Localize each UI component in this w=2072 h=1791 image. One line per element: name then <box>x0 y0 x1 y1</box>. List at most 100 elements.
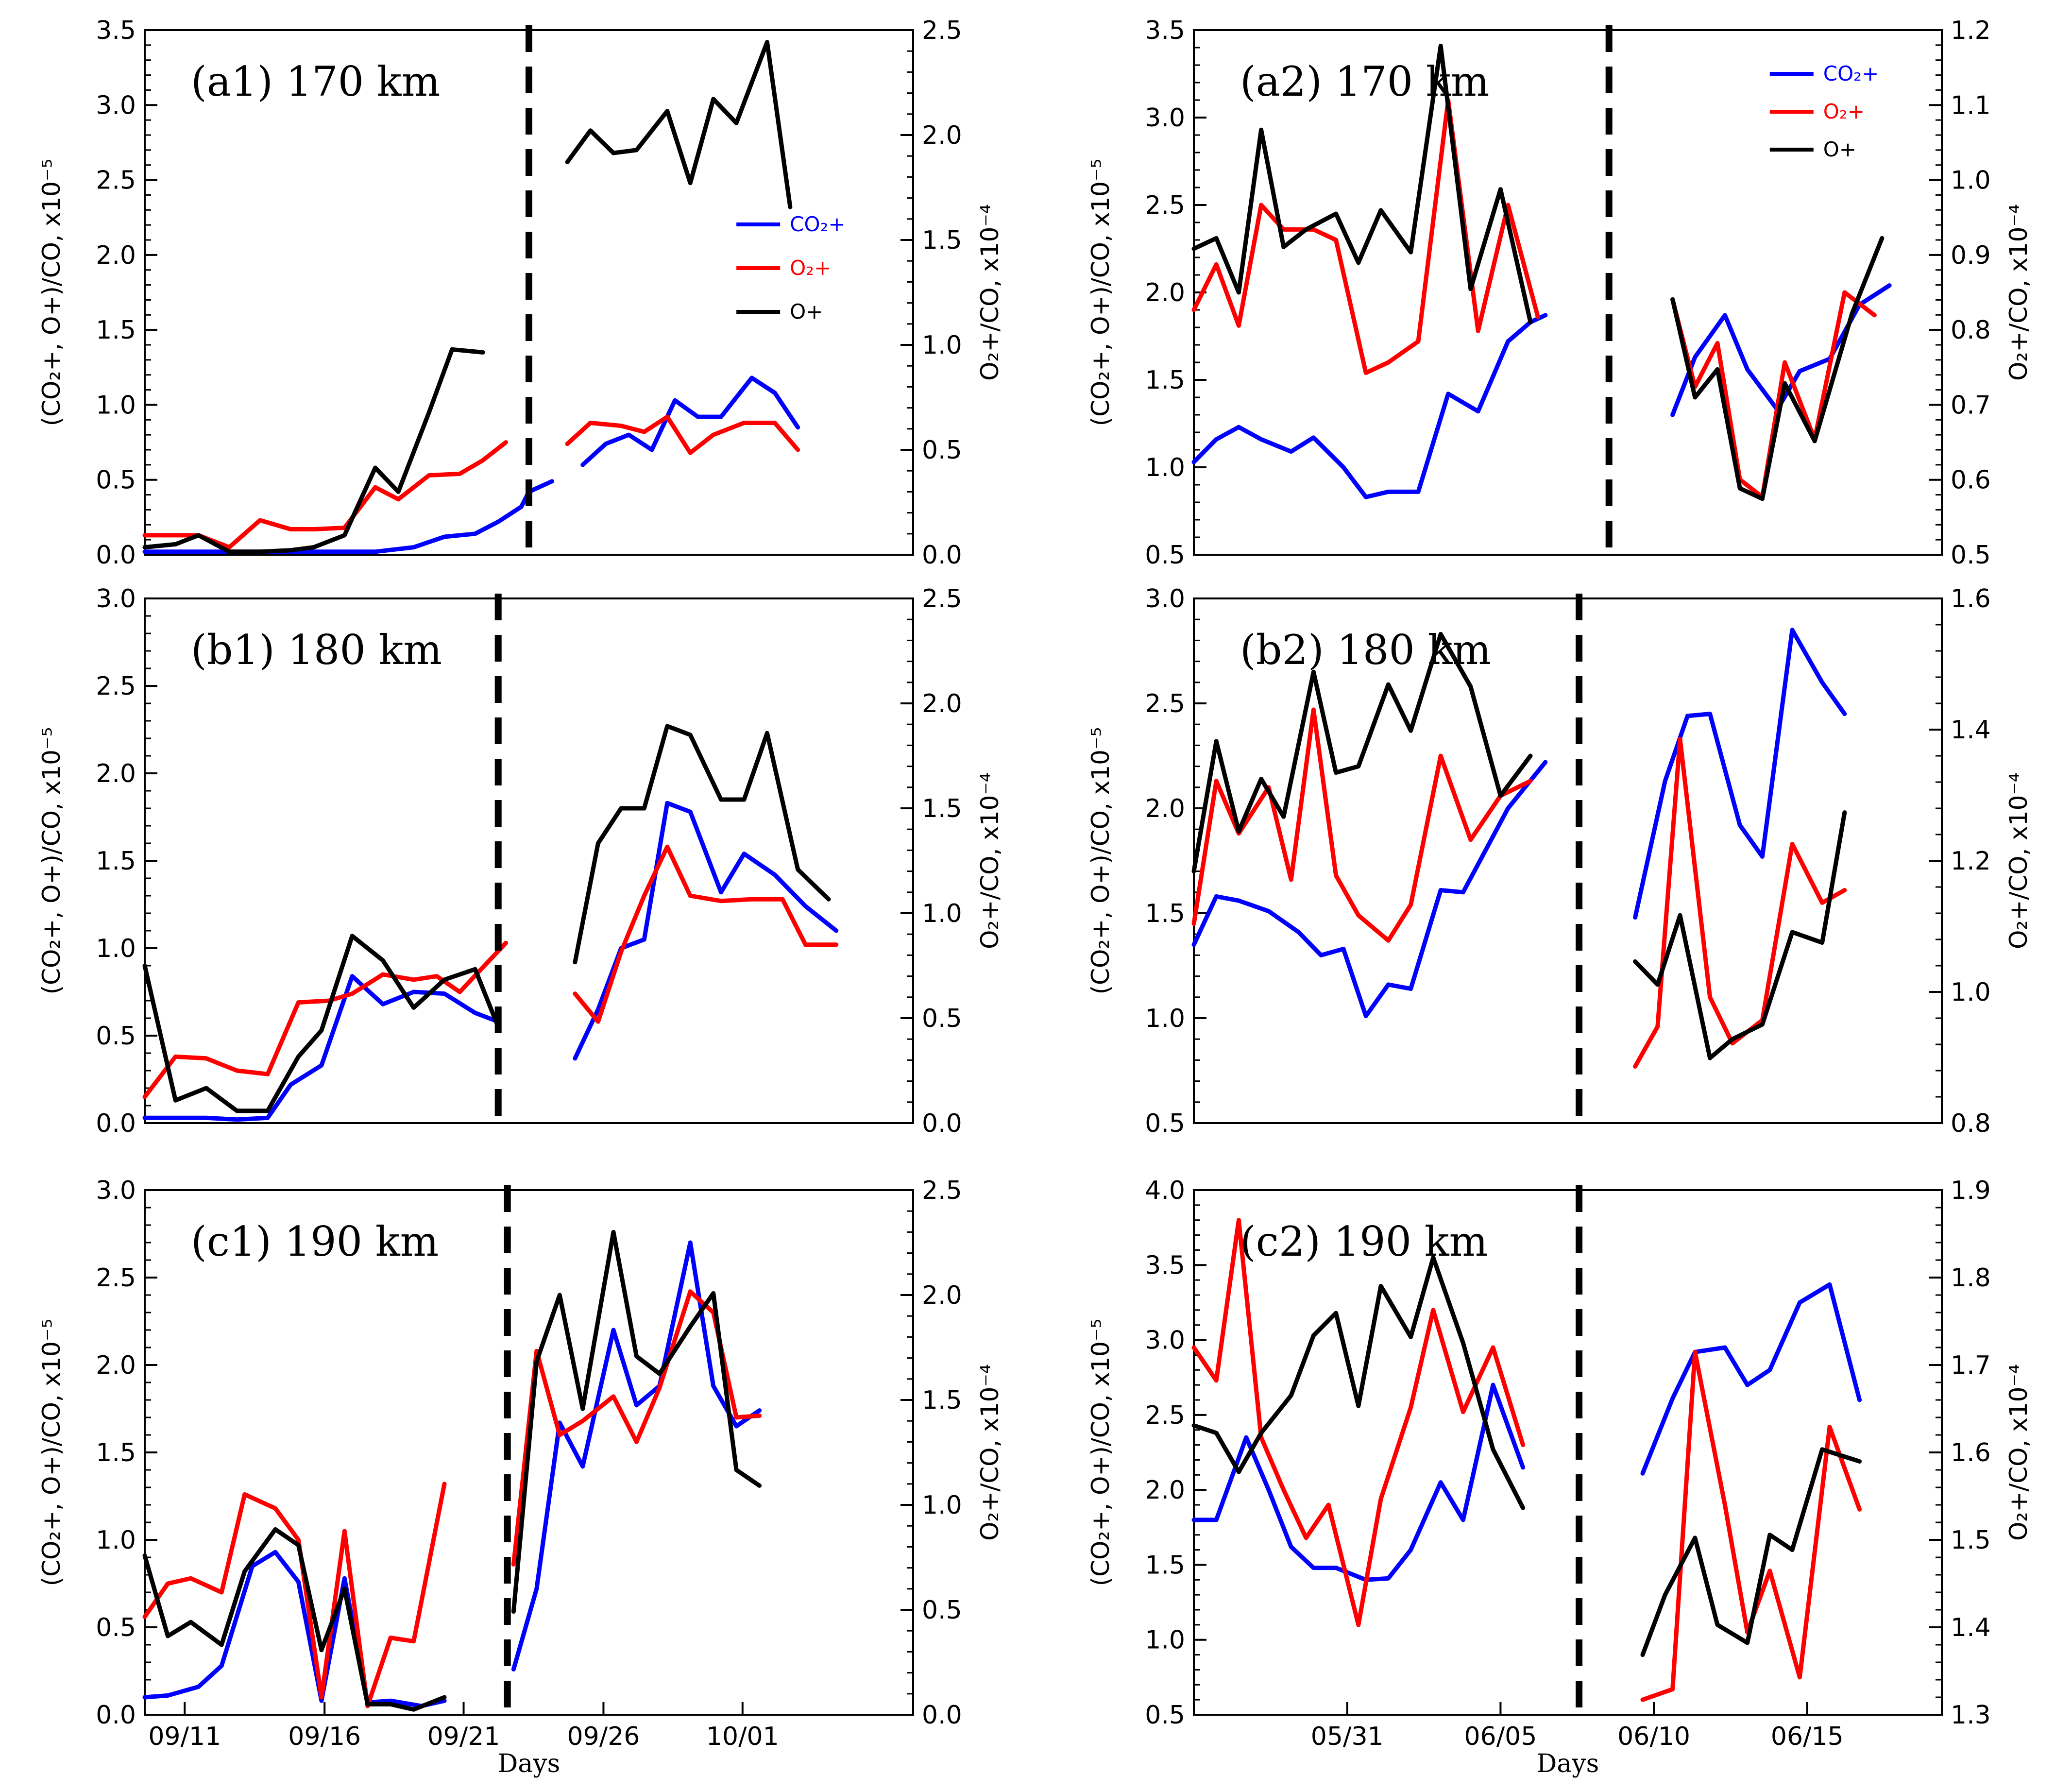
x-tick-label: 09/11 <box>148 1722 221 1751</box>
panel-title: (a1) 170 km <box>191 58 440 105</box>
y-right-tick-label: 0.0 <box>922 541 962 570</box>
y-left-tick-label: 1.0 <box>96 934 136 963</box>
chart-a1: 0.0 0.5 1.0 1.5 2.0 2.5 3.0 3.5 0.0 0.5 1.0 1.5 2.0 2… <box>37 16 1004 570</box>
series-line <box>142 1527 447 1712</box>
y-left-tick-label: 1.0 <box>96 1526 136 1555</box>
y-left-tick-label: 0.5 <box>96 1613 136 1642</box>
y-left-tick-label: 2.0 <box>96 241 136 270</box>
chart-b1: 0.0 0.5 1.0 1.5 2.0 2.5 3.0 0.0 0.5 1.0 1.5 2.0 2.5 (… <box>37 584 1004 1138</box>
y-left-tick-label: 1.0 <box>1145 1004 1185 1033</box>
y-right-axis-title: O₂+/CO, x10⁻⁴ <box>2004 1364 2033 1541</box>
series-line <box>1633 628 1847 920</box>
y-right-tick-label: 1.2 <box>1951 16 1991 45</box>
y-left-tick-label: 2.0 <box>1145 1476 1185 1505</box>
y-right-tick-label: 1.5 <box>922 1386 962 1415</box>
y-left-tick-label: 0.5 <box>96 1022 136 1051</box>
y-left-axis-title: (CO₂+, O+)/CO, x10⁻⁵ <box>1087 727 1115 995</box>
chart-a2: 0.5 1.0 1.5 2.0 2.5 3.0 3.5 0.5 0.6 0.7 0.8 0.9 1.0 1… <box>1087 16 2033 570</box>
y-right-tick-label: 0.6 <box>1951 466 1991 495</box>
y-left-tick-label: 3.0 <box>96 1176 136 1205</box>
y-left-tick-label: 1.5 <box>96 316 136 345</box>
y-left-tick-label: 1.5 <box>96 847 136 876</box>
series-line <box>580 375 800 467</box>
y-right-tick-label: 1.0 <box>922 899 962 928</box>
y-right-tick-label: 1.8 <box>1951 1263 1991 1293</box>
series-line <box>511 1240 762 1672</box>
y-left-axis-title: (CO₂+, O+)/CO, x10⁻⁵ <box>1087 1319 1115 1586</box>
panel-title: (a2) 170 km <box>1240 58 1489 105</box>
y-right-tick-label: 1.0 <box>1951 978 1991 1007</box>
series-line <box>1191 43 1533 324</box>
series-line <box>1191 760 1548 1019</box>
y-left-tick-label: 3.0 <box>1145 1326 1185 1355</box>
y-left-tick-label: 3.0 <box>1145 103 1185 133</box>
series-line <box>565 414 800 455</box>
y-right-tick-label: 1.2 <box>1951 847 1991 876</box>
panel-title: (b1) 180 km <box>191 626 442 674</box>
y-left-tick-label: 2.5 <box>96 166 136 195</box>
y-right-tick-label: 0.5 <box>922 1004 962 1033</box>
y-right-tick-label: 0.5 <box>922 1596 962 1625</box>
legend-label: O₂+ <box>1823 100 1865 123</box>
y-left-tick-label: 0.0 <box>96 1701 136 1730</box>
series-line <box>1191 1255 1526 1510</box>
series-line <box>1640 1282 1862 1476</box>
series-line <box>1633 810 1847 1060</box>
y-right-tick-label: 2.5 <box>922 1176 962 1205</box>
y-left-tick-label: 2.5 <box>96 1263 136 1293</box>
y-left-tick-label: 3.0 <box>96 584 136 614</box>
y-left-tick-label: 0.0 <box>96 1109 136 1138</box>
y-right-tick-label: 0.9 <box>1951 241 1991 270</box>
y-right-tick-label: 1.3 <box>1951 1701 1991 1730</box>
y-right-tick-label: 1.4 <box>1951 1613 1991 1642</box>
x-tick-label: 09/26 <box>567 1722 640 1751</box>
y-right-tick-label: 1.4 <box>1951 716 1991 745</box>
y-right-tick-label: 1.0 <box>1951 166 1991 195</box>
y-right-tick-label: 2.5 <box>922 584 962 614</box>
x-tick-label: 06/05 <box>1464 1722 1537 1751</box>
y-right-tick-label: 1.5 <box>1951 1526 1991 1555</box>
x-tick-label: 10/01 <box>706 1722 779 1751</box>
series-line <box>1191 98 1540 375</box>
series-line <box>565 40 793 209</box>
panel-title: (b2) 180 km <box>1240 626 1491 674</box>
y-left-tick-label: 0.5 <box>1145 541 1185 570</box>
chart-c1: 0.0 0.5 1.0 1.5 2.0 2.5 3.0 0.0 0.5 1.0 1.5 2.0 2.5 0… <box>37 1176 1004 1778</box>
y-left-tick-label: 4.0 <box>1145 1176 1185 1205</box>
y-left-tick-label: 1.0 <box>1145 453 1185 482</box>
y-left-tick-label: 2.0 <box>96 1351 136 1380</box>
y-right-tick-label: 2.0 <box>922 689 962 718</box>
series-line <box>1670 290 1877 499</box>
series-line <box>1191 631 1533 874</box>
series-line <box>1191 313 1548 499</box>
series-line <box>142 440 508 550</box>
y-right-tick-label: 0.7 <box>1951 391 1991 420</box>
y-left-tick-label: 2.5 <box>1145 191 1185 220</box>
series-line <box>142 1550 447 1708</box>
y-right-tick-label: 0.8 <box>1951 316 1991 345</box>
y-left-axis-title: (CO₂+, O+)/CO, x10⁻⁵ <box>1087 159 1115 426</box>
y-left-tick-label: 1.5 <box>1145 366 1185 395</box>
x-tick-label: 06/15 <box>1771 1722 1844 1751</box>
series-line <box>511 1229 762 1614</box>
series-line <box>511 1289 762 1567</box>
x-tick-label: 09/16 <box>288 1722 361 1751</box>
y-right-tick-label: 2.0 <box>922 121 962 150</box>
y-left-tick-label: 3.5 <box>96 16 136 45</box>
y-right-tick-label: 0.0 <box>922 1109 962 1138</box>
y-left-axis-title: (CO₂+, O+)/CO, x10⁻⁵ <box>37 1319 66 1586</box>
series-line <box>1640 1349 1862 1702</box>
x-tick-label: 06/10 <box>1617 1722 1690 1751</box>
y-right-tick-label: 1.5 <box>922 794 962 823</box>
y-right-tick-label: 1.7 <box>1951 1351 1991 1380</box>
y-right-tick-label: 1.6 <box>1951 584 1991 614</box>
legend-label: O₂+ <box>790 256 831 280</box>
x-axis-title: Days <box>498 1749 560 1778</box>
y-left-tick-label: 2.0 <box>1145 278 1185 307</box>
y-left-axis-title: (CO₂+, O+)/CO, x10⁻⁵ <box>37 727 66 995</box>
series-line <box>573 844 839 1024</box>
legend-label: O+ <box>790 300 823 324</box>
series-line <box>1191 707 1533 943</box>
y-right-tick-label: 1.9 <box>1951 1176 1991 1205</box>
